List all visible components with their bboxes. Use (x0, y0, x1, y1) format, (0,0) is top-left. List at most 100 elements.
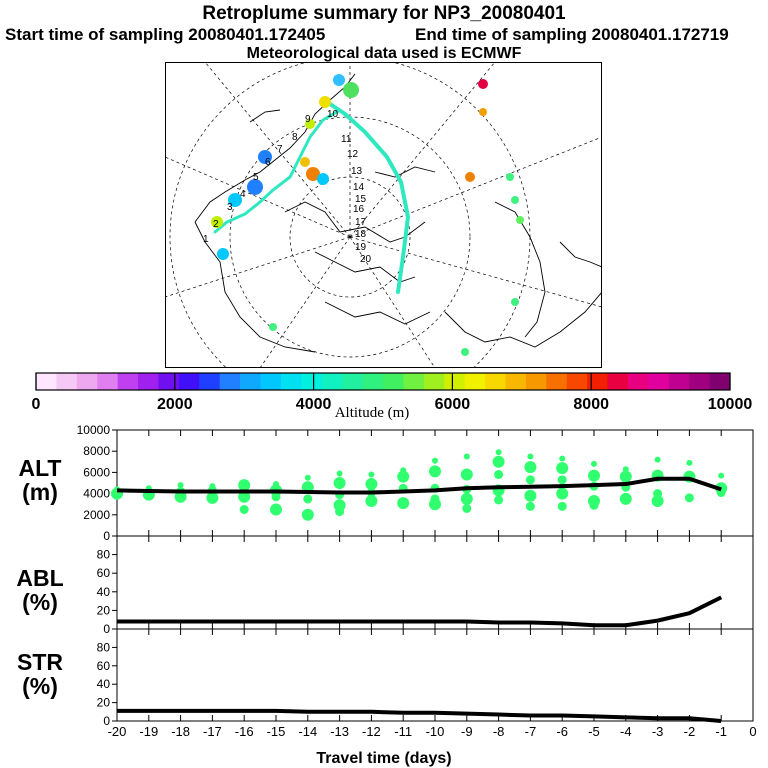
colorbar-tick-label: 6000 (435, 396, 471, 413)
cluster-point (460, 468, 473, 481)
colorbar-cell (668, 373, 690, 390)
colorbar-cell (546, 373, 568, 390)
colorbar-cell (485, 373, 506, 390)
cluster-dot (247, 179, 263, 195)
cluster-dot (343, 82, 359, 98)
y-tick-label: 0 (103, 714, 110, 728)
alt-panel: 0 2000 4000 6000 8000 10000 (77, 423, 754, 543)
cluster-dot (319, 96, 331, 108)
coastline (494, 201, 546, 338)
day-label: 5 (253, 172, 259, 183)
x-tick-label: -14 (298, 724, 317, 739)
cluster-dot (317, 173, 329, 185)
y-tick-label: 6000 (83, 465, 110, 479)
coastline (324, 301, 431, 325)
x-tick-label: -20 (108, 724, 127, 739)
cluster-point (271, 492, 281, 502)
cluster-point (686, 459, 693, 466)
cluster-point (432, 457, 438, 464)
x-tick-label: -4 (620, 724, 632, 739)
x-tick-label: -16 (235, 724, 254, 739)
series-line (116, 476, 722, 495)
y-tick-label: 0 (103, 622, 110, 636)
day-label: 16 (353, 204, 365, 215)
cluster-point (238, 490, 251, 503)
met-data-label: Meteorological data used is ECMWF (246, 45, 522, 62)
cluster-point (494, 470, 504, 480)
cluster-point (557, 475, 567, 485)
cluster-dot (516, 216, 524, 224)
x-axis-label: Travel time (days) (316, 750, 452, 767)
str-ylabel: STR (%) (17, 649, 63, 699)
x-tick-label: -7 (525, 724, 537, 739)
colorbar-cell (505, 373, 527, 390)
colorbar-cell (219, 373, 241, 390)
colorbar-cell (709, 373, 731, 390)
y-tick-label: 20 (97, 603, 111, 617)
cluster-point (397, 497, 410, 510)
colorbar-cell (138, 373, 159, 390)
cluster-point (462, 503, 472, 513)
meridian (349, 236, 602, 308)
x-tick-label: -17 (203, 724, 222, 739)
x-tick-label: -1 (715, 724, 727, 739)
cluster-dot (258, 150, 272, 164)
day-label: 2 (213, 219, 219, 230)
meridian (165, 236, 351, 298)
altitude-colorbar: 0 2000 4000 6000 8000 10000 Altitude (m) (32, 372, 752, 420)
colorbar-cell (342, 373, 364, 390)
cluster-point (654, 456, 661, 463)
colorbar-cell (301, 373, 323, 390)
coastline (194, 73, 356, 223)
day-label: 19 (355, 242, 367, 253)
x-tick-label: -3 (652, 724, 664, 739)
day-label: 9 (305, 114, 311, 125)
cluster-dot (478, 79, 488, 89)
cluster-point (368, 471, 375, 478)
time-series-plots: 0 2000 4000 6000 8000 10000 0 20 40 60 80 0 20 40 60… (77, 423, 757, 739)
panel-frame (116, 429, 754, 537)
day-label: 17 (355, 217, 367, 228)
day-label: 7 (277, 144, 283, 155)
cluster-point (684, 493, 694, 503)
day-label: 8 (292, 132, 298, 143)
cluster-point (495, 449, 502, 456)
colorbar-tick-label: 4000 (296, 396, 332, 413)
cluster-dot (306, 167, 320, 181)
x-tick-label: -13 (330, 724, 349, 739)
day-label: 10 (327, 109, 339, 120)
cluster-point (494, 495, 504, 505)
cluster-point (556, 462, 569, 475)
colorbar-cell (464, 373, 486, 390)
coastline (374, 166, 436, 178)
y-tick-label: 60 (97, 566, 111, 580)
day-label: 1 (203, 234, 209, 245)
map-frame (165, 62, 602, 368)
cluster-point (619, 492, 632, 505)
day-label: 14 (353, 182, 365, 193)
cluster-dot (305, 119, 315, 129)
cluster-dot (228, 193, 242, 207)
abl-panel: 0 20 40 60 80 (97, 535, 754, 636)
meridian (349, 236, 436, 368)
colorbar-label: Altitude (m) (335, 405, 410, 420)
coastline (284, 201, 426, 243)
series-line (117, 708, 722, 723)
day-label: 11 (341, 134, 352, 145)
cluster-point (556, 487, 569, 500)
colorbar-cell (117, 373, 139, 390)
panel-frame (116, 535, 754, 630)
x-tick-label: 0 (749, 724, 756, 739)
cluster-point (177, 482, 184, 489)
colorbar-tick-label: 0 (32, 396, 41, 413)
colorbar-cell (648, 373, 670, 390)
day-label: 12 (347, 149, 359, 160)
colorbar-cell (280, 373, 302, 390)
coastline (444, 291, 602, 348)
cluster-point (651, 495, 664, 508)
day-label: 13 (351, 166, 363, 177)
panel-frame (116, 628, 754, 722)
colorbar-cell (56, 373, 78, 390)
y-tick-label: 40 (97, 585, 111, 599)
